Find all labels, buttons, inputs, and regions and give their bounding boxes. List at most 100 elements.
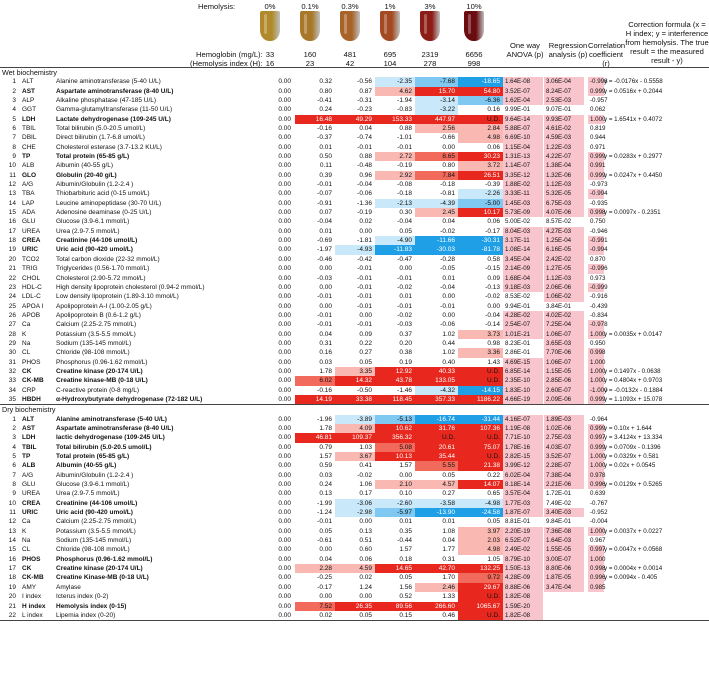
deviation-cell: -0.01 (357, 274, 372, 282)
row-number: 6 (12, 462, 16, 470)
analyte-name: Adenosine deaminase (0-25 U/L) (56, 209, 152, 217)
analyte-name: Phosphorus (0.96-1.62 mmol/L) (56, 358, 148, 366)
regression-p-value: 9.07E-01 (546, 106, 572, 114)
deviation-cell: 0.00 (278, 162, 291, 170)
analyte-abbrev: PHOS (22, 555, 41, 563)
deviation-cell: -0.81 (440, 190, 455, 198)
deviation-cell: -0.01 (317, 321, 332, 329)
deviation-cell: 0.13 (319, 490, 332, 498)
anova-p-value: 2.82E-15 (503, 452, 543, 462)
deviation-cell: 0.00 (442, 293, 455, 301)
analyte-abbrev: K (22, 527, 27, 535)
correlation-value: -0.996 (588, 264, 608, 274)
regression-header: Regression analysis (p) (548, 41, 588, 59)
deviation-cell: 0.80 (319, 87, 332, 95)
row-number: 26 (8, 311, 16, 319)
deviation-cell: -18.65 (458, 77, 503, 87)
analyte-abbrev: CL (22, 349, 31, 357)
table-row: 19 AMY Amylase 0.00 -0.17 1.24 1.56 2.46 29.67 8.… (0, 582, 709, 593)
analyte-abbrev: TP (22, 153, 31, 161)
deviation-cell: 0.35 (399, 527, 412, 535)
analyte-name: Total bilirubin (5.0-20.5 umol/L) (56, 125, 146, 133)
correlation-value: 0.750 (590, 218, 606, 226)
correction-formula: y = 0.0329x + 0.581 (604, 453, 659, 460)
deviation-cell: -0.03 (397, 321, 412, 329)
anova-p-value: 8.79E-10 (503, 554, 543, 565)
analyte-abbrev: H index (22, 602, 46, 610)
correlation-value: 0.999 (588, 86, 606, 96)
hemolysis-percent: 3% (424, 2, 436, 11)
deviation-cell: 0.40 (442, 358, 455, 366)
deviation-cell: 0.00 (278, 349, 291, 357)
table-row: 23 HDL-C High density lipoprotein choleste… (0, 282, 709, 293)
deviation-cell: -31.44 (458, 414, 503, 424)
sample-tube-icon (260, 11, 280, 41)
regression-p-value: 1.27E-05 (544, 264, 584, 274)
correlation-value: 0.944 (590, 134, 606, 142)
deviation-cell: -0.83 (397, 106, 412, 114)
regression-p-value: 1.12E-03 (544, 180, 584, 190)
analyte-abbrev: HDL-C (22, 283, 42, 291)
table-row: 28 K Potassium (3.5-5.5 mmol/L) 0.00 0.04 0.0… (0, 329, 709, 339)
deviation-cell: -0.01 (317, 311, 332, 319)
deviation-cell: 0.00 (278, 339, 291, 347)
anova-p-value: 1.31E-13 (503, 152, 543, 162)
table-row: 7 DBIL Direct bilirubin (1.7-6.8 umol/L) 0.… (0, 133, 709, 143)
row-number: 13 (8, 527, 16, 535)
analyte-abbrev: LDH (22, 115, 36, 123)
deviation-cell: -3.22 (415, 105, 458, 115)
deviation-cell: 2.84 (458, 124, 503, 134)
regression-p-value: 3.40E-03 (544, 508, 584, 518)
deviation-cell: 0.04 (442, 537, 455, 545)
analyte-name: Lactate dehydrogenase (109-245 U/L) (56, 115, 171, 123)
section-title: Dry biochemistry (2, 405, 56, 415)
correlation-value: 0.639 (590, 490, 606, 498)
deviation-cell: -0.23 (357, 106, 372, 114)
deviation-cell: 0.00 (278, 574, 291, 582)
deviation-cell: -2.26 (458, 189, 503, 199)
deviation-cell: -81.78 (458, 245, 503, 255)
analyte-name: Glucose (3.9-6.1 mmol/L) (56, 481, 130, 489)
table-row: 35 HBDH α-Hydroxybutyrate dehydrogenase (7… (0, 394, 709, 405)
deviation-cell: -0.01 (317, 293, 332, 301)
deviation-cell: -0.56 (357, 78, 372, 86)
deviation-cell: 33.38 (335, 394, 375, 405)
deviation-cell: 0.00 (278, 283, 291, 291)
deviation-cell: 1.02 (442, 349, 455, 357)
deviation-cell: 26.51 (458, 170, 503, 181)
deviation-cell: -4.90 (375, 236, 415, 246)
analyte-name: Alanine aminotransferase (5-40 U/L) (56, 78, 161, 86)
deviation-cell: 0.01 (399, 293, 412, 301)
table-row: 12 Ca Calcium (2.25-2.75 mmol/L) 0.00 -0.01 0… (0, 517, 709, 526)
anova-p-value: 8.04E-03 (503, 226, 543, 237)
deviation-cell: 0.00 (278, 143, 291, 151)
anova-p-value: 9.64E-14 (503, 114, 543, 125)
deviation-cell: 0.32 (319, 78, 332, 86)
analyte-name: Uric acid (90-420 umol/L) (56, 246, 133, 254)
correction-formula: y = 0.0709x - 0.1396 (604, 443, 661, 451)
deviation-cell: -0.18 (440, 181, 455, 189)
row-number: 23 (8, 283, 16, 291)
deviation-cell: -2.35 (375, 77, 415, 87)
deviation-cell: 0.00 (278, 237, 291, 245)
deviation-cell: 0.00 (278, 377, 291, 385)
hemolysis-percent: 0.3% (341, 2, 359, 11)
deviation-cell: 43.78 (375, 376, 415, 386)
correction-formula: y = 3.4124x + 13.334 (604, 434, 663, 442)
deviation-cell: -1.36 (357, 199, 372, 207)
hemoglobin-value: 2319 (421, 50, 439, 59)
anova-header: One way ANOVA (p) (506, 41, 544, 59)
analyte-name: Sodium (135-145 mmol/L) (56, 537, 132, 545)
deviation-cell: 0.59 (319, 462, 332, 470)
correlation-value: 0.999 (588, 170, 606, 181)
deviation-cell: 0.16 (319, 349, 332, 357)
deviation-cell: 1.78 (319, 367, 332, 375)
deviation-cell: 0.88 (399, 125, 412, 133)
deviation-cell: -7.68 (415, 77, 458, 87)
deviation-cell: -0.41 (317, 96, 332, 104)
hemoglobin-value: 481 (343, 50, 357, 59)
deviation-cell: 0.00 (278, 386, 291, 394)
deviation-cell: 2.45 (415, 208, 458, 218)
analyte-abbrev: APOB (22, 311, 41, 319)
deviation-cell: 0.00 (278, 518, 291, 526)
